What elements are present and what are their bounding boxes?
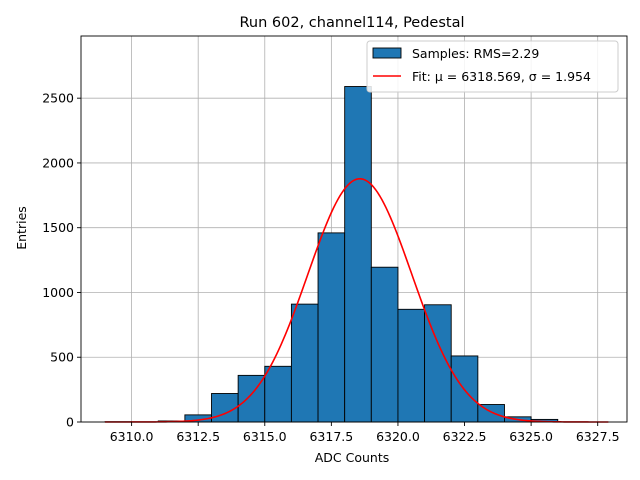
legend-box [366,40,619,93]
y-axis-ticks: 0 500 1000 1500 2000 2500 [42,91,81,430]
y-tick-label: 0 [66,415,74,430]
chart-title: Run 602, channel114, Pedestal [239,15,464,31]
y-tick-label: 1500 [42,220,74,235]
x-tick-label: 6312.5 [176,429,220,444]
x-tick-label: 6322.5 [443,429,487,444]
histogram-bar [264,365,292,423]
x-tick-label: 6317.5 [309,429,353,444]
legend-label-samples: Samples: RMS=2.29 [412,46,539,61]
histogram-bar [370,266,399,423]
legend: Samples: RMS=2.29 Fit: μ = 6318.569, σ =… [366,40,619,93]
x-tick-label: 6310.0 [110,429,154,444]
histogram-bar [211,393,239,423]
fit-curve [104,177,609,423]
y-tick-label: 500 [50,350,74,365]
y-tick-label: 2500 [42,91,74,106]
y-axis-label: Entries [14,206,29,250]
x-tick-label: 6327.5 [576,429,620,444]
x-axis-ticks: 6310.0 6312.5 6315.0 6317.5 6320.0 6322.5 6325… [110,422,620,444]
histogram-bar [317,232,346,423]
legend-label-fit: Fit: μ = 6318.569, σ = 1.954 [412,69,591,84]
histogram-bar [290,303,319,423]
x-tick-label: 6325.0 [509,429,553,444]
histogram-bar [397,308,426,423]
histogram-bar [344,86,372,423]
legend-swatch-samples [372,47,402,59]
x-tick-label: 6320.0 [376,429,420,444]
plot-frame [80,35,628,423]
y-tick-label: 1000 [42,285,74,300]
x-tick-label: 6315.0 [243,429,287,444]
x-axis-label: ADC Counts [315,450,390,465]
y-tick-label: 2000 [42,155,74,170]
